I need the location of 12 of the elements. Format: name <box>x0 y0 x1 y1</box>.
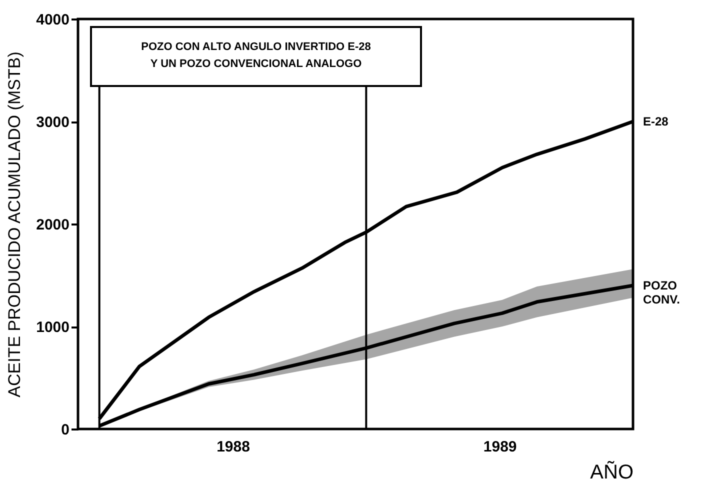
annotation: POZO CON ALTO ANGULO INVERTIDO E-28 Y UN POZO CONVENCIONAL ANALOGO <box>141 41 371 70</box>
y-tick-label: 4000 <box>36 12 70 28</box>
y-axis-title: ACEITE PRODUCIDO ACUMULADO (MSTB) <box>5 52 24 398</box>
y-tick-label: 3000 <box>36 114 70 131</box>
x-tick-label: 1989 <box>483 438 517 456</box>
y-tick-label: 2000 <box>36 216 70 234</box>
series-label: E-28 <box>643 114 669 128</box>
series-label: POZO CONV. <box>643 278 680 306</box>
y-tick-label: 0 <box>61 422 70 438</box>
x-tick-label: 1988 <box>216 438 250 456</box>
y-tick-label: 1000 <box>36 319 70 336</box>
x-axis-title: AÑO <box>590 460 634 484</box>
